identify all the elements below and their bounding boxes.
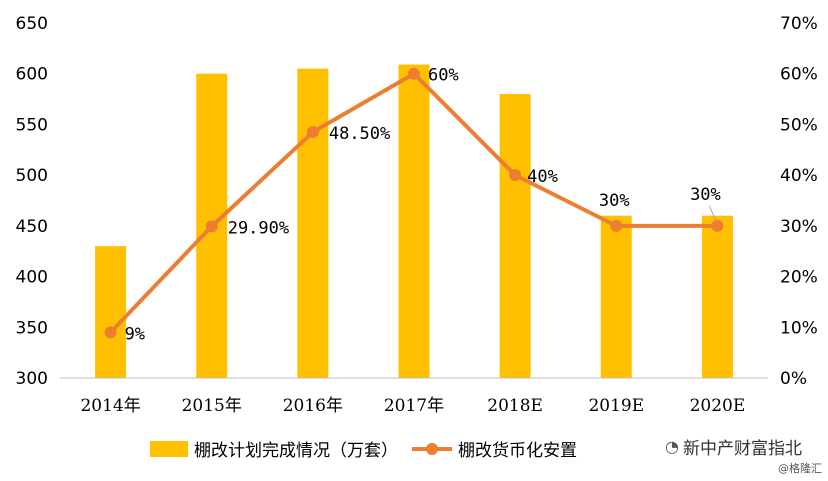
x-tick-label: 2019E <box>588 396 644 416</box>
y-left-tick-label: 300 <box>16 369 48 389</box>
line-point <box>408 67 420 80</box>
data-label: 30% <box>690 185 721 205</box>
y-right-tick-label: 20% <box>780 268 818 288</box>
y-left-tick-label: 450 <box>16 217 48 237</box>
line-point <box>610 219 623 232</box>
data-label: 60% <box>428 66 459 86</box>
legend-bar-swatch <box>150 440 188 457</box>
y-right-tick-label: 70% <box>780 14 818 34</box>
y-left-tick-label: 650 <box>16 14 48 34</box>
data-label: 29.90% <box>228 218 289 238</box>
bar <box>95 246 127 378</box>
y-right-tick-label: 50% <box>780 115 818 135</box>
line-point <box>509 169 522 182</box>
legend-line-label: 棚改货币化安置 <box>458 441 577 461</box>
line-point <box>711 219 724 232</box>
legend-item-bar: 棚改计划完成情况（万套） <box>150 436 398 461</box>
y-left-tick-label: 400 <box>16 268 48 288</box>
x-tick-label: 2015年 <box>182 396 242 416</box>
bar <box>499 94 531 378</box>
y-left-tick-label: 500 <box>16 166 48 186</box>
y-right-tick-label: 30% <box>780 217 818 237</box>
data-label: 30% <box>599 191 630 211</box>
label-leader-line <box>708 205 716 221</box>
line-point <box>104 326 117 339</box>
data-label: 9% <box>125 324 145 344</box>
y-right-tick-label: 0% <box>780 369 807 389</box>
x-tick-label: 2014年 <box>80 396 140 416</box>
x-tick-label: 2016年 <box>283 396 343 416</box>
data-label: 48.50% <box>329 124 390 144</box>
bar <box>701 215 733 378</box>
y-right-tick-label: 60% <box>780 65 818 85</box>
bar <box>297 68 329 379</box>
line-point <box>306 126 319 139</box>
legend-line-swatch <box>412 441 452 457</box>
wechat-icon: ◔ <box>665 437 679 456</box>
y-left-tick-label: 600 <box>16 65 48 85</box>
x-tick-label: 2017年 <box>384 396 444 416</box>
watermark-handle: @格隆汇 <box>778 462 822 475</box>
y-right-tick-label: 40% <box>780 166 818 186</box>
legend-item-line: 棚改货币化安置 <box>412 436 577 461</box>
bar <box>600 215 632 378</box>
watermark-text: 新中产财富指北 <box>683 439 802 459</box>
y-right-tick-label: 10% <box>780 318 818 338</box>
x-tick-label: 2018E <box>487 396 543 416</box>
bar <box>398 64 430 378</box>
watermark: ◔ 新中产财富指北 <box>665 434 802 459</box>
data-label: 40% <box>527 167 558 187</box>
x-tick-label: 2020E <box>690 396 746 416</box>
legend: 棚改计划完成情况（万套） 棚改货币化安置 <box>150 436 577 461</box>
y-left-tick-label: 550 <box>16 115 48 135</box>
legend-bar-label: 棚改计划完成情况（万套） <box>194 441 398 461</box>
line-point <box>205 220 218 233</box>
y-left-tick-label: 350 <box>16 318 48 338</box>
